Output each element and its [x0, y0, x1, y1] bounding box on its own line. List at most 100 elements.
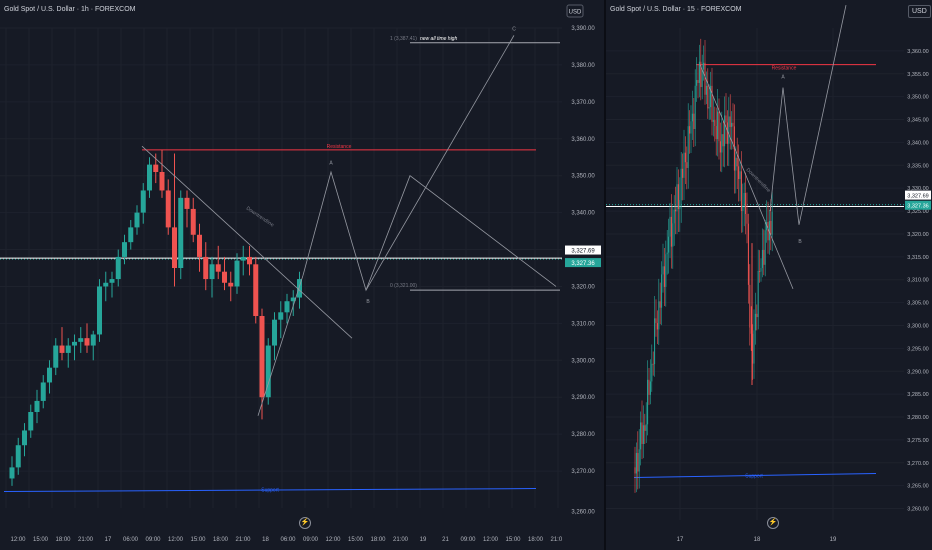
candle [747, 223, 749, 285]
x-tick-label: 21 [442, 537, 449, 543]
candle [746, 214, 748, 224]
y-tick-label: 3,350.00 [907, 95, 928, 101]
candle [680, 168, 682, 201]
candle [34, 400, 40, 412]
y-tick-label: 3,390.00 [571, 26, 595, 32]
candle [159, 172, 165, 191]
candle [770, 220, 772, 235]
crosshair-price-tag [905, 190, 931, 200]
candle [651, 363, 653, 382]
support-label: Support [261, 488, 279, 494]
candle [686, 162, 688, 168]
candle [768, 220, 770, 241]
last-price-tag [565, 258, 601, 268]
x-tick-label: 18:00 [370, 537, 386, 543]
y-tick-label: 3,290.00 [907, 369, 928, 375]
y-tick-label: 3,305.00 [907, 301, 928, 307]
downtrend-line [141, 145, 353, 339]
y-tick-label: 3,275.00 [907, 438, 928, 444]
candle [691, 113, 693, 122]
chart-1h-svg[interactable]: Support Resistance 1 (3,387.41) new all tim… [0, 0, 604, 550]
candle [65, 345, 71, 353]
x-tick-label: 17 [105, 537, 112, 543]
chart-15m-svg[interactable]: Support Resistance Downtrendline A B 3,260.00… [606, 0, 932, 550]
pane-divider[interactable] [604, 0, 606, 550]
projection-path-2 [365, 35, 515, 291]
candle [272, 319, 277, 346]
candle [679, 200, 681, 210]
candle [197, 234, 202, 257]
y-tick-label: 3,330.00 [907, 186, 928, 192]
x-tick-label: 19 [830, 537, 837, 543]
candle [749, 284, 751, 328]
y-tick-label: 3,345.00 [907, 118, 928, 124]
candle [97, 286, 102, 335]
chart-pane-1h[interactable]: Support Resistance 1 (3,387.41) new all tim… [0, 0, 604, 550]
candle [641, 422, 643, 444]
lightning-icon[interactable]: ⚡ [299, 517, 311, 529]
support-label: Support [745, 474, 763, 480]
candle [673, 209, 675, 224]
candle [665, 254, 667, 287]
x-tick-label: 15:00 [505, 537, 521, 543]
candle [672, 223, 674, 247]
price-axis-1h[interactable]: 3,270.00 3,280.00 3,290.00 3,300.00 3,310.00… [0, 0, 604, 550]
candle [694, 85, 696, 130]
target-price-label: 1 (3,387.41) [390, 36, 417, 42]
candle [648, 379, 650, 395]
candle [78, 338, 84, 342]
x-tick-label: 09:00 [460, 537, 476, 543]
chart-title: Gold Spot / U.S. Dollar · 15 · FOREXCOM [610, 6, 742, 13]
candle [658, 301, 660, 330]
lightning-icon[interactable]: ⚡ [767, 517, 779, 529]
candle [742, 205, 744, 212]
candle [724, 115, 726, 147]
candle [752, 333, 754, 364]
candle [165, 190, 171, 228]
support-line [633, 473, 877, 479]
candle [645, 424, 647, 431]
candle [666, 252, 668, 255]
y-tick-label: 3,270.00 [907, 461, 928, 467]
candle [637, 452, 639, 472]
x-tick-label: 19 [420, 537, 427, 543]
candle [693, 113, 695, 130]
candle [140, 190, 146, 213]
level-b-label: 0 (3,321.00) [390, 283, 417, 289]
candle [128, 227, 134, 243]
support-line [3, 488, 537, 493]
candle [147, 164, 152, 191]
candle [47, 367, 52, 383]
y-tick-label: 3,340.00 [907, 140, 928, 146]
candle [659, 301, 661, 308]
candle [732, 122, 734, 127]
uptrend-line [257, 275, 304, 416]
projection-path [769, 5, 847, 225]
x-tick-label: 18:00 [528, 537, 544, 543]
candle [115, 256, 121, 280]
candle [172, 227, 177, 268]
chart-pane-15m[interactable]: Support Resistance Downtrendline A B 3,260.00… [606, 0, 932, 550]
candle [739, 171, 741, 180]
x-tick-label: 18 [754, 537, 761, 543]
candle [247, 256, 252, 265]
candle [698, 61, 700, 83]
y-tick-label: 3,260.00 [907, 507, 928, 513]
target-text: new all time high [420, 36, 457, 42]
candle [22, 430, 27, 446]
candle [644, 425, 646, 431]
candle [719, 141, 721, 153]
currency-badge[interactable]: USD [908, 5, 931, 18]
candle [722, 134, 724, 147]
y-tick-label: 3,355.00 [907, 72, 928, 78]
wave-label-c: C [512, 27, 516, 33]
candle [134, 212, 140, 228]
resistance-label: Resistance [772, 66, 797, 72]
downtrend-label: Downtrendline [745, 167, 772, 194]
y-tick-label: 3,265.00 [907, 484, 928, 490]
candle [90, 334, 96, 346]
candle [696, 80, 698, 86]
candle [731, 122, 733, 127]
candle [15, 445, 21, 468]
candle [714, 120, 716, 127]
